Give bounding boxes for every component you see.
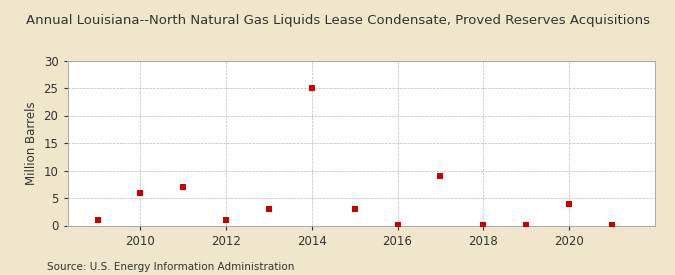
Point (478, 223, 489, 227)
Point (392, 223, 403, 227)
Point (92, 218, 103, 222)
Point (306, 86, 317, 90)
Point (178, 185, 188, 189)
Point (221, 218, 232, 222)
Y-axis label: Million Barrels: Million Barrels (25, 101, 38, 185)
Point (435, 174, 446, 178)
Point (135, 190, 146, 195)
Point (564, 201, 574, 206)
Point (520, 223, 531, 227)
Point (349, 207, 360, 211)
Text: Annual Louisiana--North Natural Gas Liquids Lease Condensate, Proved Reserves Ac: Annual Louisiana--North Natural Gas Liqu… (26, 14, 649, 27)
Text: Source: U.S. Energy Information Administration: Source: U.S. Energy Information Administ… (47, 262, 294, 272)
Point (263, 207, 274, 211)
Point (606, 223, 617, 227)
